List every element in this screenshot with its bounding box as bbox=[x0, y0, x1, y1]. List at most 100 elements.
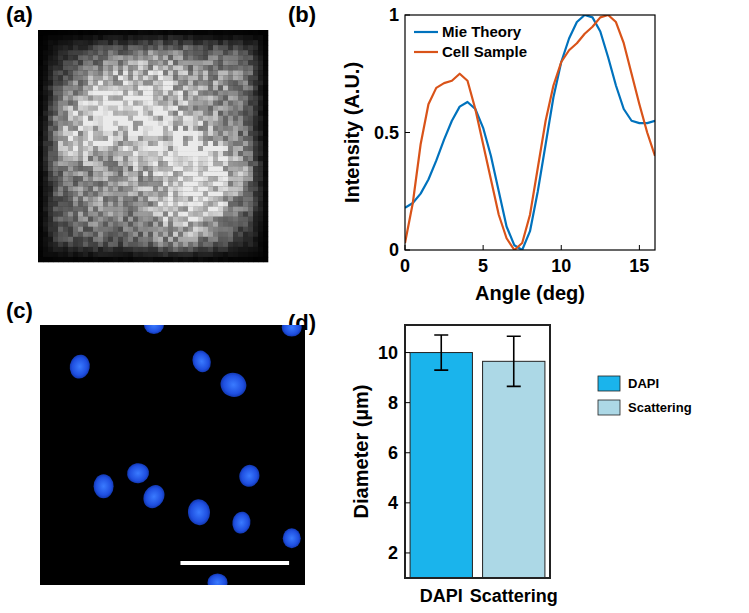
image-pixel bbox=[163, 237, 168, 242]
image-pixel bbox=[103, 80, 108, 85]
image-pixel bbox=[188, 217, 193, 222]
image-pixel bbox=[213, 166, 218, 171]
image-pixel bbox=[178, 207, 183, 212]
image-pixel bbox=[58, 181, 63, 186]
image-pixel bbox=[113, 85, 118, 90]
image-pixel bbox=[73, 40, 78, 45]
image-pixel bbox=[93, 176, 98, 181]
image-pixel bbox=[108, 45, 113, 50]
image-pixel bbox=[248, 70, 253, 75]
image-pixel bbox=[108, 196, 113, 201]
image-pixel bbox=[128, 156, 133, 161]
image-pixel bbox=[128, 252, 133, 257]
image-pixel bbox=[158, 80, 163, 85]
image-pixel bbox=[38, 131, 43, 136]
image-pixel bbox=[178, 35, 183, 40]
image-pixel bbox=[168, 161, 173, 166]
image-pixel bbox=[138, 55, 143, 60]
image-pixel bbox=[123, 136, 128, 141]
image-pixel bbox=[128, 207, 133, 212]
image-pixel bbox=[203, 247, 208, 252]
image-pixel bbox=[83, 50, 88, 55]
image-pixel bbox=[178, 60, 183, 65]
image-pixel bbox=[53, 237, 58, 242]
image-pixel bbox=[183, 171, 188, 176]
image-pixel bbox=[188, 237, 193, 242]
image-pixel bbox=[198, 136, 203, 141]
image-pixel bbox=[98, 171, 103, 176]
image-pixel bbox=[148, 151, 153, 156]
image-pixel bbox=[173, 40, 178, 45]
image-pixel bbox=[213, 75, 218, 80]
image-pixel bbox=[168, 65, 173, 70]
image-pixel bbox=[83, 171, 88, 176]
image-pixel bbox=[38, 80, 43, 85]
image-pixel bbox=[203, 136, 208, 141]
image-pixel bbox=[228, 247, 233, 252]
image-pixel bbox=[93, 146, 98, 151]
image-pixel bbox=[138, 50, 143, 55]
image-pixel bbox=[148, 70, 153, 75]
image-pixel bbox=[203, 96, 208, 101]
image-pixel bbox=[173, 136, 178, 141]
image-pixel bbox=[73, 227, 78, 232]
image-pixel bbox=[113, 70, 118, 75]
image-pixel bbox=[158, 141, 163, 146]
image-pixel bbox=[218, 30, 223, 35]
image-pixel bbox=[48, 126, 53, 131]
image-pixel bbox=[213, 191, 218, 196]
image-pixel bbox=[78, 232, 83, 237]
image-pixel bbox=[63, 60, 68, 65]
image-pixel bbox=[218, 65, 223, 70]
image-pixel bbox=[73, 85, 78, 90]
image-pixel bbox=[153, 151, 158, 156]
image-pixel bbox=[193, 35, 198, 40]
image-pixel bbox=[218, 242, 223, 247]
image-pixel bbox=[43, 96, 48, 101]
image-pixel bbox=[63, 242, 68, 247]
image-pixel bbox=[58, 151, 63, 156]
image-pixel bbox=[138, 136, 143, 141]
image-pixel bbox=[73, 70, 78, 75]
image-pixel bbox=[38, 151, 43, 156]
image-pixel bbox=[88, 151, 93, 156]
image-pixel bbox=[188, 55, 193, 60]
image-pixel bbox=[103, 35, 108, 40]
image-pixel bbox=[73, 237, 78, 242]
image-pixel bbox=[238, 111, 243, 116]
image-pixel bbox=[238, 196, 243, 201]
image-pixel bbox=[213, 35, 218, 40]
image-pixel bbox=[158, 151, 163, 156]
image-pixel bbox=[168, 217, 173, 222]
image-pixel bbox=[143, 136, 148, 141]
image-pixel bbox=[93, 232, 98, 237]
image-pixel bbox=[58, 91, 63, 96]
image-pixel bbox=[153, 131, 158, 136]
image-pixel bbox=[98, 212, 103, 217]
image-pixel bbox=[78, 50, 83, 55]
image-pixel bbox=[123, 237, 128, 242]
image-pixel bbox=[63, 55, 68, 60]
image-pixel bbox=[123, 146, 128, 151]
image-pixel bbox=[193, 85, 198, 90]
image-pixel bbox=[128, 65, 133, 70]
image-pixel bbox=[178, 242, 183, 247]
image-pixel bbox=[38, 207, 43, 212]
image-pixel bbox=[203, 116, 208, 121]
image-pixel bbox=[223, 146, 228, 151]
image-pixel bbox=[158, 75, 163, 80]
image-pixel bbox=[163, 207, 168, 212]
image-pixel bbox=[213, 30, 218, 35]
image-pixel bbox=[218, 80, 223, 85]
image-pixel bbox=[133, 201, 138, 206]
image-pixel bbox=[103, 85, 108, 90]
image-pixel bbox=[53, 126, 58, 131]
image-pixel bbox=[168, 146, 173, 151]
image-pixel bbox=[78, 131, 83, 136]
image-pixel bbox=[93, 136, 98, 141]
image-pixel bbox=[83, 121, 88, 126]
image-pixel bbox=[93, 65, 98, 70]
image-pixel bbox=[128, 237, 133, 242]
image-pixel bbox=[38, 121, 43, 126]
image-pixel bbox=[223, 126, 228, 131]
